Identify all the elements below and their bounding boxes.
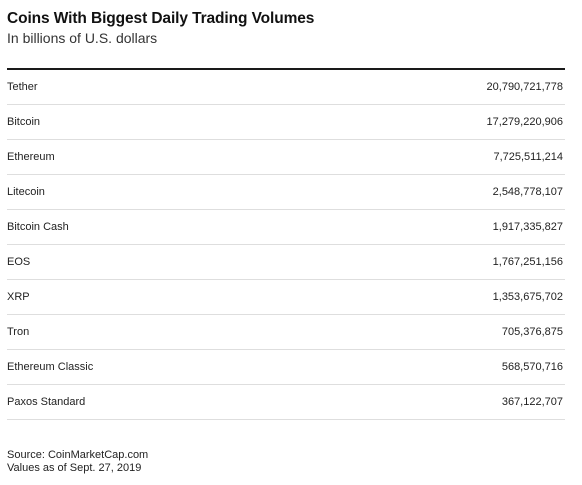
- trading-volume-value: 705,376,875: [501, 326, 563, 338]
- chart-title: Coins With Biggest Daily Trading Volumes: [7, 10, 315, 27]
- table-row: XRP 1,353,675,702: [7, 280, 565, 315]
- trading-volume-value: 1,353,675,702: [492, 291, 563, 303]
- date-note: Values as of Sept. 27, 2019: [7, 462, 142, 474]
- chart-header: Coins With Biggest Daily Trading Volumes…: [7, 9, 567, 47]
- coin-name: Tether: [7, 81, 38, 93]
- table-row: Bitcoin Cash 1,917,335,827: [7, 210, 565, 245]
- table-row: Tether 20,790,721,778: [7, 70, 565, 105]
- coin-name: Tron: [7, 326, 30, 338]
- trading-volume-value: 20,790,721,778: [486, 81, 563, 93]
- coin-name: EOS: [7, 256, 31, 268]
- coin-name: Ethereum Classic: [7, 361, 94, 373]
- coin-name: Bitcoin: [7, 116, 41, 128]
- table-row: Litecoin 2,548,778,107: [7, 175, 565, 210]
- coin-name: Ethereum: [7, 151, 55, 163]
- table-row: Tron 705,376,875: [7, 315, 565, 350]
- table-row: Ethereum Classic 568,570,716: [7, 350, 565, 385]
- table-row: Ethereum 7,725,511,214: [7, 140, 565, 175]
- trading-volume-value: 568,570,716: [501, 361, 563, 373]
- trading-volume-value: 1,917,335,827: [492, 221, 563, 233]
- chart-footer: Source: CoinMarketCap.com Values as of S…: [7, 449, 148, 475]
- table-row: EOS 1,767,251,156: [7, 245, 565, 280]
- trading-volume-value: 7,725,511,214: [493, 151, 563, 163]
- table-row: Bitcoin 17,279,220,906: [7, 105, 565, 140]
- chart-subtitle: In billions of U.S. dollars: [7, 30, 158, 46]
- coin-name: XRP: [7, 291, 30, 303]
- source-note: Source: CoinMarketCap.com: [7, 449, 149, 461]
- coin-name: Paxos Standard: [7, 396, 86, 408]
- trading-volume-value: 2,548,778,107: [492, 186, 563, 198]
- trading-volume-value: 367,122,707: [501, 396, 563, 408]
- data-table: Tether 20,790,721,778 Bitcoin 17,279,220,90…: [7, 68, 565, 420]
- trading-volume-value: 17,279,220,906: [486, 116, 563, 128]
- coin-name: Bitcoin Cash: [7, 221, 69, 233]
- trading-volume-value: 1,767,251,156: [492, 256, 563, 268]
- table-row: Paxos Standard 367,122,707: [7, 385, 565, 420]
- coin-name: Litecoin: [7, 186, 45, 198]
